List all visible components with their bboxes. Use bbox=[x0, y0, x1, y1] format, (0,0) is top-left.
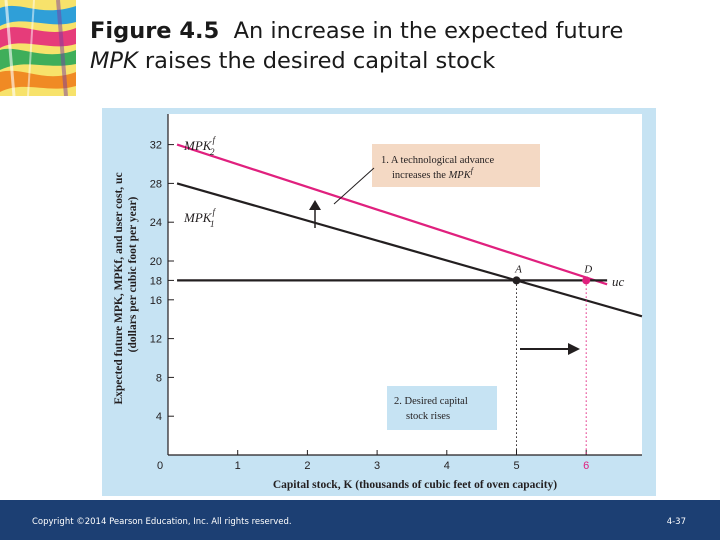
y-tick-label: 8 bbox=[156, 372, 162, 384]
callout-tech-line1: 1. A technological advance bbox=[381, 155, 494, 166]
point-label-D: D bbox=[583, 263, 592, 275]
footer-bar: Copyright ©2014 Pearson Education, Inc. … bbox=[0, 500, 720, 540]
x-tick-label: 1 bbox=[235, 460, 241, 472]
x-axis-label: Capital stock, K (thousands of cubic fee… bbox=[273, 479, 557, 491]
title-line-2: raises the desired capital stock bbox=[137, 48, 496, 74]
y-tick-label: 28 bbox=[150, 178, 162, 190]
title-mpk-italic: MPK bbox=[90, 48, 138, 74]
figure-number: Figure 4.5 bbox=[90, 18, 220, 44]
point-label-A: A bbox=[514, 263, 522, 275]
chart-panel: 4 8 12 16 18 20 24 28 32 0 1 2 3 4 5 6 Capital stock, K … bbox=[102, 108, 656, 496]
callout-desired-line2: stock rises bbox=[406, 411, 450, 422]
x-tick-label: 3 bbox=[374, 460, 380, 472]
callout-tech-line2: increases the MPKf bbox=[392, 166, 475, 181]
x-tick-label: 6 bbox=[583, 460, 589, 472]
shift-arrow-head bbox=[309, 200, 321, 210]
series-label-MPK2f: MPKf 2 bbox=[183, 135, 216, 157]
footer-page-number: 4-37 bbox=[666, 517, 686, 527]
callout-desired-box bbox=[387, 386, 497, 430]
y-tick-label: 24 bbox=[150, 217, 162, 229]
y-tick-label: 32 bbox=[150, 140, 162, 152]
y-tick-label: 16 bbox=[150, 295, 162, 307]
x-tick-label: 2 bbox=[304, 460, 310, 472]
decorative-brushstroke-art bbox=[0, 0, 76, 96]
y-tick-label: 20 bbox=[150, 256, 162, 268]
series-line-MPK2f bbox=[176, 143, 608, 286]
y-tick-label: 18 bbox=[150, 275, 162, 287]
callout-tech-box bbox=[372, 144, 540, 187]
callout-desired-line1: 2. Desired capital bbox=[394, 396, 468, 407]
x-tick-label: 4 bbox=[444, 460, 450, 472]
series-label-MPK1f: MPKf 1 bbox=[183, 207, 216, 229]
callout-tech-leader bbox=[333, 167, 375, 205]
y-axis-label-line2: (dollars per cubic foot per year) bbox=[127, 196, 139, 352]
series-label-uc: uc bbox=[612, 274, 625, 289]
x-tick-label: 0 bbox=[157, 460, 163, 472]
point-A bbox=[512, 276, 521, 285]
footer-copyright: Copyright ©2014 Pearson Education, Inc. … bbox=[32, 517, 292, 527]
y-tick-label: 4 bbox=[156, 411, 162, 423]
y-tick-label: 12 bbox=[150, 334, 162, 346]
y-axis-label-line1: Expected future MPK, MPKf, and user cost… bbox=[113, 172, 125, 404]
series-line-MPK1f bbox=[176, 182, 643, 318]
x-tick-label: 5 bbox=[513, 460, 519, 472]
rightward-arrow-head bbox=[568, 343, 580, 355]
point-D bbox=[582, 276, 591, 285]
slide-title: Figure 4.5 An increase in the expected f… bbox=[90, 16, 710, 76]
title-line-1: An increase in the expected future bbox=[233, 18, 624, 44]
